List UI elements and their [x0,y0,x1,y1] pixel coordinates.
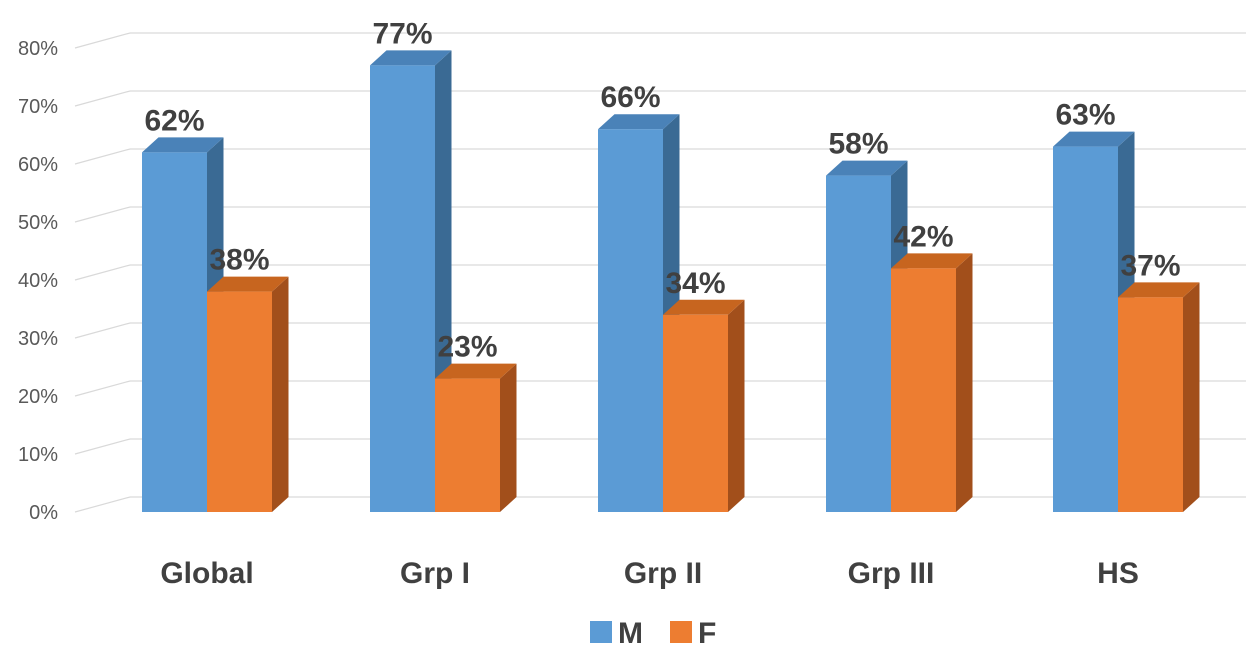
bar-side [728,299,745,512]
bar-m-global [142,152,207,512]
bar-f-global [207,291,272,512]
y-tick-label: 20% [18,386,58,408]
gridline-diagonal [74,322,131,339]
data-label: 62% [144,104,204,137]
y-tick-label: 0% [29,502,58,524]
legend-label-m: M [618,617,643,650]
y-tick-label: 70% [18,96,58,118]
legend-swatch-m [590,621,612,643]
gridline-diagonal [74,438,131,455]
gridline-diagonal [74,32,131,49]
data-label: 42% [893,220,953,253]
data-label: 38% [209,244,269,277]
y-tick-label: 40% [18,270,58,292]
data-label: 37% [1120,249,1180,282]
y-tick-label: 60% [18,154,58,176]
bar-top [598,114,680,130]
data-label: 77% [372,17,432,50]
y-tick-label: 10% [18,444,58,466]
gridline-diagonal [74,90,131,107]
x-tick-label: Global [160,557,253,590]
bar-side [956,253,973,512]
bar-top [435,363,517,379]
bar-f-grp-i [435,378,500,512]
data-label: 34% [665,267,725,300]
bar-side [272,276,289,512]
x-tick-label: Grp I [400,557,470,590]
bar-top [826,160,908,176]
y-tick-label: 80% [18,38,58,60]
legend-label-f: F [698,617,716,650]
y-tick-label: 50% [18,212,58,234]
bar-f-grp-iii [891,268,956,512]
gridline-diagonal [74,496,131,513]
data-label: 63% [1055,99,1115,132]
x-tick-label: Grp II [624,557,702,590]
legend-swatch-f [670,621,692,643]
data-label: 58% [828,128,888,161]
bar-side [500,363,517,512]
gridline-diagonal [74,380,131,397]
bar-f-grp-ii [663,314,728,512]
gridline-diagonal [74,148,131,165]
bar-m-grp-ii [598,129,663,512]
bar-top [891,253,973,269]
bar-m-hs [1053,146,1118,512]
bar-f-hs [1118,297,1183,512]
bar-top [207,276,289,292]
bar-top [370,50,452,66]
x-tick-label: Grp III [848,557,935,590]
bar-m-grp-iii [826,175,891,512]
bar-top [1053,131,1135,147]
y-tick-label: 30% [18,328,58,350]
x-tick-label: HS [1097,557,1139,590]
data-label: 66% [600,81,660,114]
bar-top [663,299,745,315]
data-label: 23% [437,331,497,364]
bar-m-grp-i [370,65,435,513]
bar-top [1118,282,1200,298]
gridline-diagonal [74,264,131,281]
bar-side [1183,282,1200,512]
bar-top [142,137,224,153]
gridline-diagonal [74,206,131,223]
